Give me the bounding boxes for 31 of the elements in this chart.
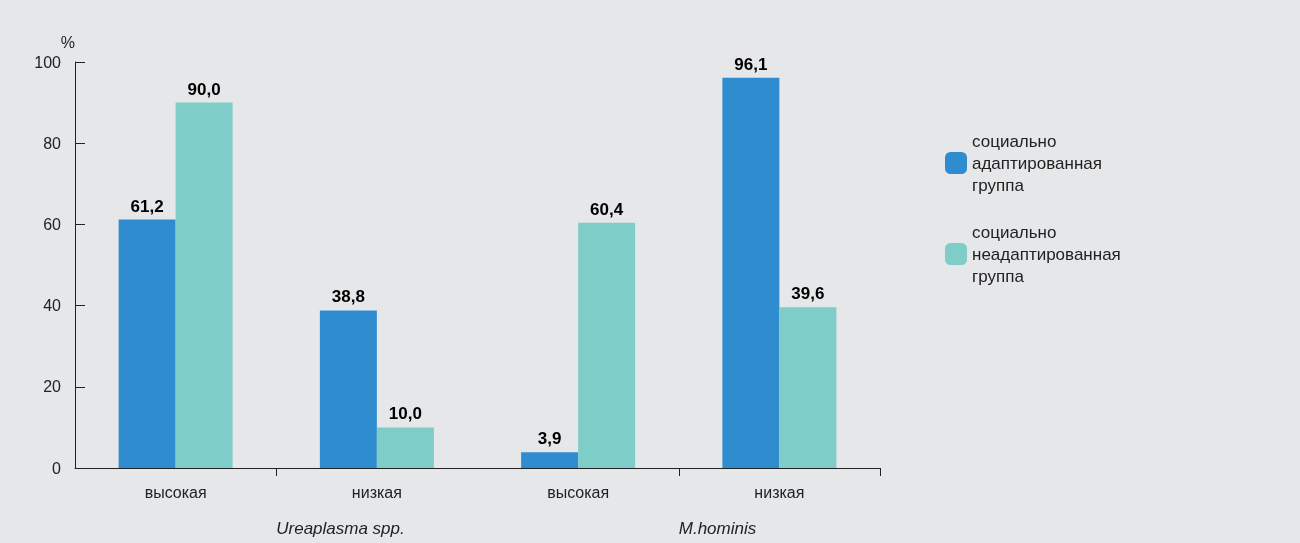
bar xyxy=(319,310,377,468)
y-axis-title: % xyxy=(60,33,75,51)
y-tick-label: 100 xyxy=(34,53,62,71)
text: Ureaplasma spp. xyxy=(276,519,405,538)
x-tick-label: низкая xyxy=(351,483,402,501)
data-label: 38,8 xyxy=(331,287,365,307)
bar xyxy=(779,307,837,468)
data-label: 96,1 xyxy=(734,54,768,74)
y-tick-label: 0 xyxy=(52,459,62,477)
data-label: 90,0 xyxy=(187,79,221,99)
bar xyxy=(118,219,176,468)
y-tick-label: 40 xyxy=(43,297,62,315)
text: M.hominis xyxy=(678,519,757,538)
x-tick-label: низкая xyxy=(754,483,805,501)
y-tick-label: 80 xyxy=(43,134,62,152)
data-label: 61,2 xyxy=(130,196,164,216)
x-tick-label: высокая xyxy=(144,483,207,501)
bar xyxy=(521,452,579,468)
data-label: 10,0 xyxy=(388,404,422,424)
x-tick-label: высокая xyxy=(547,483,610,501)
legend-label: социально неадаптированная группа xyxy=(972,222,1126,286)
y-tick-label: 60 xyxy=(43,215,62,233)
bar xyxy=(376,427,434,468)
bar xyxy=(722,77,780,468)
data-label: 3,9 xyxy=(537,429,562,449)
legend-label: социально адаптированная группа xyxy=(972,131,1107,195)
bar xyxy=(175,102,233,468)
data-label: 60,4 xyxy=(590,199,624,219)
bar xyxy=(578,222,636,468)
y-tick-label: 20 xyxy=(43,378,62,396)
data-label: 39,6 xyxy=(791,284,825,304)
